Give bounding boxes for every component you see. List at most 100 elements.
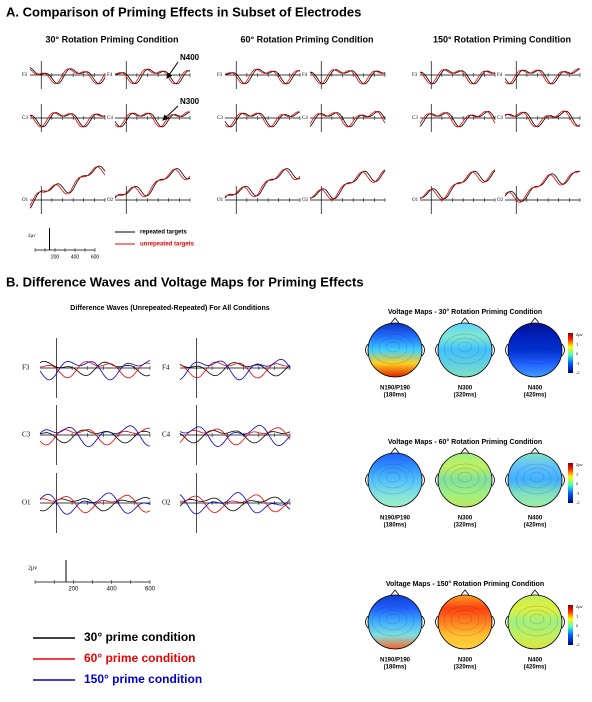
head-ear [365,447,425,487]
waveform [224,168,301,198]
colorbar-label: 1 [576,342,579,347]
electrode-label: O1 [217,198,224,203]
colorbar-label: -2 [576,370,580,375]
electrode-label: C3 [22,116,28,121]
contour [515,605,559,637]
waveform [309,169,386,201]
scale-tick-label: 600 [91,254,100,260]
electrode-label: O2 [497,198,504,203]
waveform [114,111,191,128]
colorbar-label: 0 [576,481,579,486]
component-time: (320ms) [454,665,477,671]
waveform [309,69,386,85]
annotation-arrow [162,105,179,121]
colorbar-label: -2 [576,642,580,647]
contour [378,337,408,359]
electrode-label: O1 [22,198,29,203]
contour [450,609,480,631]
map-title: Voltage Maps - 150° Rotation Priming Con… [386,580,544,588]
head-ear [435,589,495,629]
voltage-map [437,594,493,650]
contour [385,613,401,625]
waveform [29,112,106,128]
contour [522,609,552,631]
electrode-label: O2 [162,499,171,507]
legend-label: 30° prime condition [84,630,195,644]
waveform [114,68,191,85]
colorbar-label: -1 [576,491,580,496]
waveform [114,168,191,199]
waveform [504,170,581,202]
waveform [39,360,151,377]
waveform [39,494,151,514]
contour [457,341,473,353]
electrode-label: F3 [22,364,30,372]
waveform [29,67,106,85]
legend-label: unrepeated targets [140,242,195,248]
waveform [114,168,191,198]
electrode-label: C3 [412,116,418,121]
contour [515,463,559,495]
waveform [224,168,301,199]
waveform [310,69,386,85]
component-time: (180ms) [384,665,407,671]
electrode-label: O1 [412,198,419,203]
component-name: N400 [528,658,543,664]
component-time: (320ms) [454,393,477,399]
colorbar-label: 0 [576,623,579,628]
electrode-label: O2 [302,198,309,203]
waveform [309,111,386,128]
waveform [39,425,151,447]
waveform [114,111,191,128]
colorbar [568,605,573,645]
component-name: N400 [528,516,543,522]
colorbar-label: 2μv [576,332,583,337]
waveform [504,170,581,203]
component-time: (180ms) [384,393,407,399]
waveform [504,68,581,85]
waveform [309,110,386,128]
component-name: N300 [458,516,473,522]
colorbar-label: -1 [576,633,580,638]
waveform [29,166,106,206]
waveform [179,358,291,381]
panel-title: 60° Rotation Priming Condition [240,34,373,44]
colorbar [568,463,573,503]
colorbar-label: -2 [576,500,580,505]
waveform [114,68,190,85]
contour [371,463,415,495]
panel-title: 150° Rotation Priming Condition [433,34,571,44]
colorbar-label: 0 [576,351,579,356]
diff-title: Difference Waves (Unrepeated-Repeated) F… [70,305,270,312]
contour [515,333,559,365]
waveform [39,492,151,515]
component-time: (180ms) [384,523,407,529]
waveform [224,68,300,85]
annotation: N400 [180,53,200,62]
head-ear [365,317,425,357]
head-ear [365,589,425,629]
waveform [179,362,291,377]
contour [522,337,552,359]
component-name: N190/P190 [380,658,411,664]
waveform [419,110,496,128]
scale-tick-label: 200 [51,254,60,260]
waveform [504,110,581,128]
scale-label: 2μv [28,234,36,239]
scale-tick-label: 400 [71,254,80,260]
section-b-title: B. Difference Waves and Voltage Maps for… [6,274,364,289]
colorbar-label: 2μv [576,462,583,467]
contour [529,613,545,625]
contour [450,467,480,489]
colorbar-label: 1 [576,614,579,619]
head-ear [505,447,565,487]
contour [529,471,545,483]
waveform [420,69,496,85]
waveform [179,429,291,444]
waveform [179,424,291,447]
waveform [419,169,496,201]
component-time: (420ms) [524,523,547,529]
head-ear [505,589,565,629]
contour [457,613,473,625]
